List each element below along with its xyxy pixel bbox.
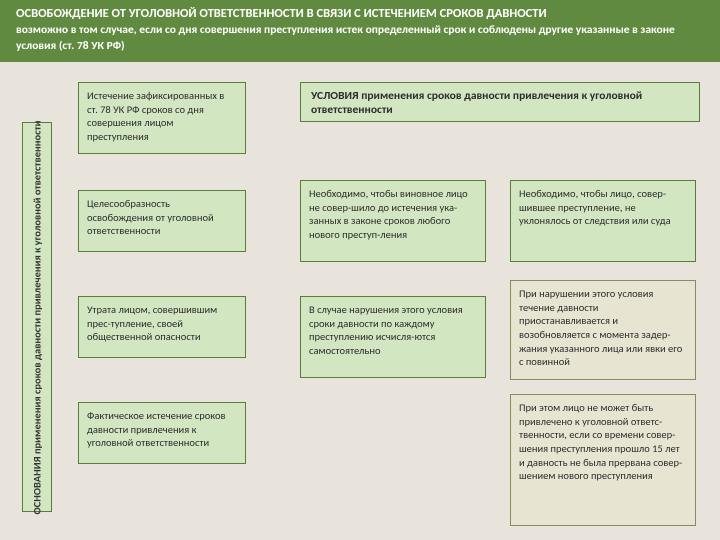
ground-box-4: Фактическое истечение сроков давности пр… [78, 402, 246, 464]
condition-box-3: В случае нарушения этого условия сроки д… [300, 296, 486, 378]
header-title: ОСВОБОЖДЕНИЕ ОТ УГОЛОВНОЙ ОТВЕТСТВЕННОСТ… [16, 6, 704, 21]
conditions-title: УСЛОВИЯ применения сроков давности привл… [300, 82, 700, 122]
ground-box-1: Истечение зафиксированных в ст. 78 УК РФ… [78, 82, 246, 154]
vertical-label-text: ОСНОВАНИЯ применения сроков давности при… [31, 120, 44, 514]
ground-box-2: Целесообразность освобождения от уголовн… [78, 190, 246, 252]
vertical-label: ОСНОВАНИЯ применения сроков давности при… [22, 122, 52, 512]
condition-box-1: Необходимо, чтобы виновное лицо не совер… [300, 180, 486, 262]
header-subtitle: возможно в том случае, если со дня совер… [16, 23, 704, 54]
content-area: ОСНОВАНИЯ применения сроков давности при… [0, 62, 720, 530]
condition-box-5: При этом лицо не может быть привлечено к… [510, 394, 696, 526]
header: ОСВОБОЖДЕНИЕ ОТ УГОЛОВНОЙ ОТВЕТСТВЕННОСТ… [0, 0, 720, 62]
ground-box-3: Утрата лицом, совершившим прес-тупление,… [78, 296, 246, 358]
condition-box-4: При нарушении этого условия течение давн… [510, 280, 696, 380]
condition-box-2: Необходимо, чтобы лицо, совер-шившее пре… [510, 180, 696, 262]
